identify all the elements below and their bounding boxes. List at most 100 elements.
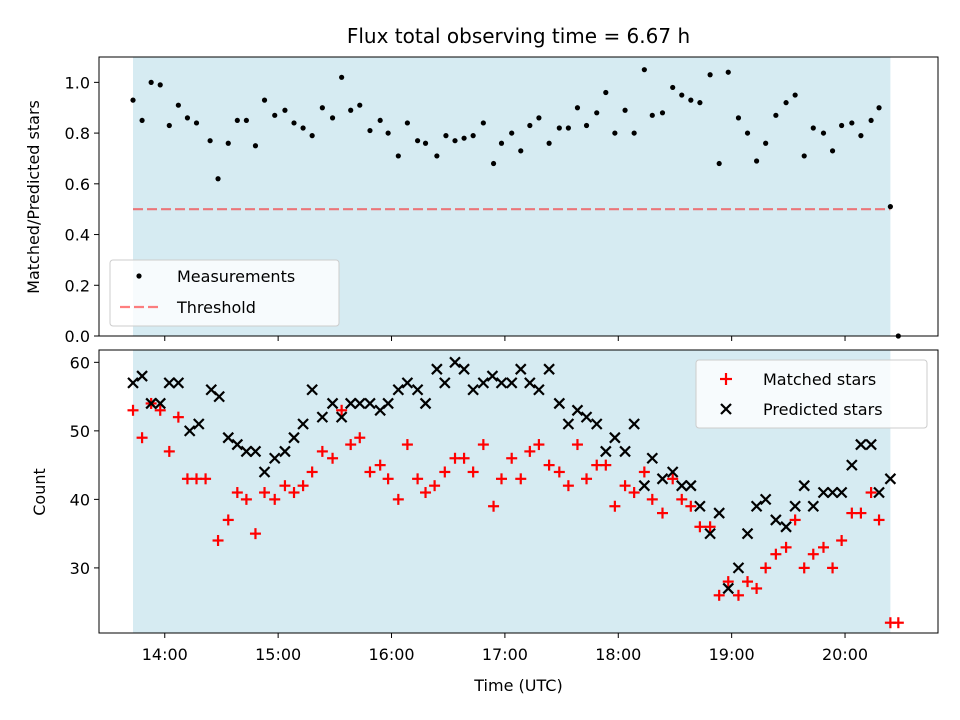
measurement-point bbox=[546, 140, 552, 146]
predicted-star-point bbox=[495, 377, 508, 389]
predicted-star-point bbox=[685, 479, 697, 492]
matched-star-point bbox=[524, 445, 536, 457]
predicted-star-point bbox=[486, 370, 499, 382]
measurement-point bbox=[215, 176, 221, 182]
measurement-point bbox=[849, 120, 855, 126]
chart-title: Flux total observing time = 6.67 h bbox=[347, 24, 690, 48]
ratio-y-ticks: 0.0 0.2 0.4 0.6 0.8 1.0 bbox=[65, 73, 99, 346]
measurement-point bbox=[377, 117, 383, 124]
measurement-point bbox=[829, 148, 836, 154]
matched-star-point bbox=[807, 548, 819, 560]
predicted-star-point bbox=[231, 438, 244, 451]
matched-star-point bbox=[553, 466, 565, 478]
measurement-point bbox=[612, 130, 618, 136]
measurement-point bbox=[157, 82, 163, 88]
ratio-y-tick-label: 1.0 bbox=[65, 73, 90, 92]
measurement-point bbox=[594, 110, 600, 116]
measurement-point bbox=[707, 72, 713, 78]
matched-star-point bbox=[628, 487, 640, 499]
count-y-tick-label: 60 bbox=[70, 353, 90, 372]
ratio-x-ticks bbox=[164, 336, 846, 341]
matched-star-point bbox=[892, 617, 904, 629]
matched-star-point bbox=[327, 452, 339, 464]
x-tick-label: 14:00 bbox=[142, 645, 188, 664]
predicted-star-point bbox=[713, 507, 725, 519]
predicted-star-point bbox=[807, 500, 820, 513]
predicted-star-point bbox=[873, 486, 885, 499]
predicted-star-point bbox=[524, 377, 536, 389]
measurement-point bbox=[252, 143, 259, 149]
measurement-point bbox=[452, 138, 458, 144]
matched-star-point bbox=[732, 589, 744, 601]
predicted-star-point bbox=[835, 486, 848, 499]
measurement-point bbox=[509, 130, 515, 136]
predicted-star-point bbox=[222, 431, 235, 444]
measurement-point bbox=[792, 92, 798, 98]
measurement-point bbox=[518, 148, 524, 154]
predicted-star-point bbox=[353, 397, 366, 410]
measurement-point bbox=[480, 120, 486, 126]
predicted-star-point bbox=[543, 363, 555, 375]
measurement-point bbox=[148, 79, 154, 85]
measurement-point bbox=[631, 130, 637, 136]
ratio-y-tick-label: 0.8 bbox=[65, 124, 90, 143]
legend-threshold-label: Threshold bbox=[176, 298, 256, 317]
predicted-star-point bbox=[192, 418, 205, 430]
predicted-star-point bbox=[163, 377, 176, 389]
measurement-point bbox=[744, 130, 751, 136]
matched-star-point bbox=[212, 534, 224, 546]
measurement-point bbox=[130, 97, 136, 103]
measurement-point bbox=[490, 160, 497, 167]
measurement-point bbox=[583, 122, 590, 129]
matched-star-point bbox=[306, 466, 318, 478]
matched-star-point bbox=[222, 514, 234, 526]
measurement-point bbox=[300, 125, 306, 131]
matched-star-point bbox=[581, 473, 593, 485]
measurement-point bbox=[716, 160, 722, 167]
measurement-point bbox=[498, 140, 505, 146]
predicted-star-point bbox=[401, 377, 414, 389]
measurement-point bbox=[649, 112, 655, 118]
measurement-point bbox=[887, 204, 893, 210]
matched-star-point bbox=[619, 480, 631, 492]
ratio-legend-box bbox=[109, 259, 340, 327]
matched-star-point bbox=[477, 439, 489, 451]
predicted-star-point bbox=[846, 459, 858, 471]
measurement-point bbox=[565, 125, 571, 131]
ratio-panel: 0.0 0.2 0.4 0.6 0.8 1.0 Flux total observing … bbox=[24, 24, 939, 346]
matched-star-point bbox=[506, 452, 518, 464]
measurement-point bbox=[536, 115, 542, 121]
matched-star-point bbox=[412, 473, 424, 485]
matched-star-point bbox=[533, 439, 545, 451]
ratio-y-tick-label: 0.2 bbox=[65, 276, 90, 295]
count-y-tick-label: 40 bbox=[70, 490, 90, 509]
predicted-star-point bbox=[600, 445, 612, 458]
measurement-point bbox=[414, 138, 421, 144]
measurement-point bbox=[876, 105, 882, 111]
x-tick-label: 16:00 bbox=[368, 645, 414, 664]
count-legend: Matched stars Predicted stars bbox=[695, 359, 928, 429]
matched-star-point bbox=[154, 404, 166, 416]
matched-star-point bbox=[458, 452, 470, 464]
measurement-point bbox=[622, 107, 628, 113]
measurement-point bbox=[166, 122, 172, 129]
predicted-star-point bbox=[249, 445, 262, 458]
matched-star-point bbox=[401, 439, 413, 451]
matched-star-point bbox=[656, 507, 668, 519]
matched-star-point bbox=[364, 466, 376, 478]
predicted-star-point bbox=[431, 363, 443, 375]
ratio-panel-frame bbox=[98, 56, 939, 337]
predicted-star-point bbox=[855, 438, 867, 451]
predicted-star-point bbox=[364, 397, 376, 410]
x-tick-label: 19:00 bbox=[709, 645, 755, 664]
predicted-star-point bbox=[562, 418, 575, 430]
predicted-star-point bbox=[258, 466, 271, 478]
measurement-point bbox=[348, 107, 354, 113]
ratio-y-tick-label: 0.4 bbox=[65, 226, 90, 245]
measurement-point bbox=[697, 100, 703, 106]
predicted-star-point bbox=[704, 527, 716, 540]
measurement-point bbox=[688, 97, 694, 103]
measurement-point bbox=[339, 74, 345, 80]
x-tick-label: 15:00 bbox=[255, 645, 301, 664]
predicted-star-point bbox=[817, 486, 830, 499]
